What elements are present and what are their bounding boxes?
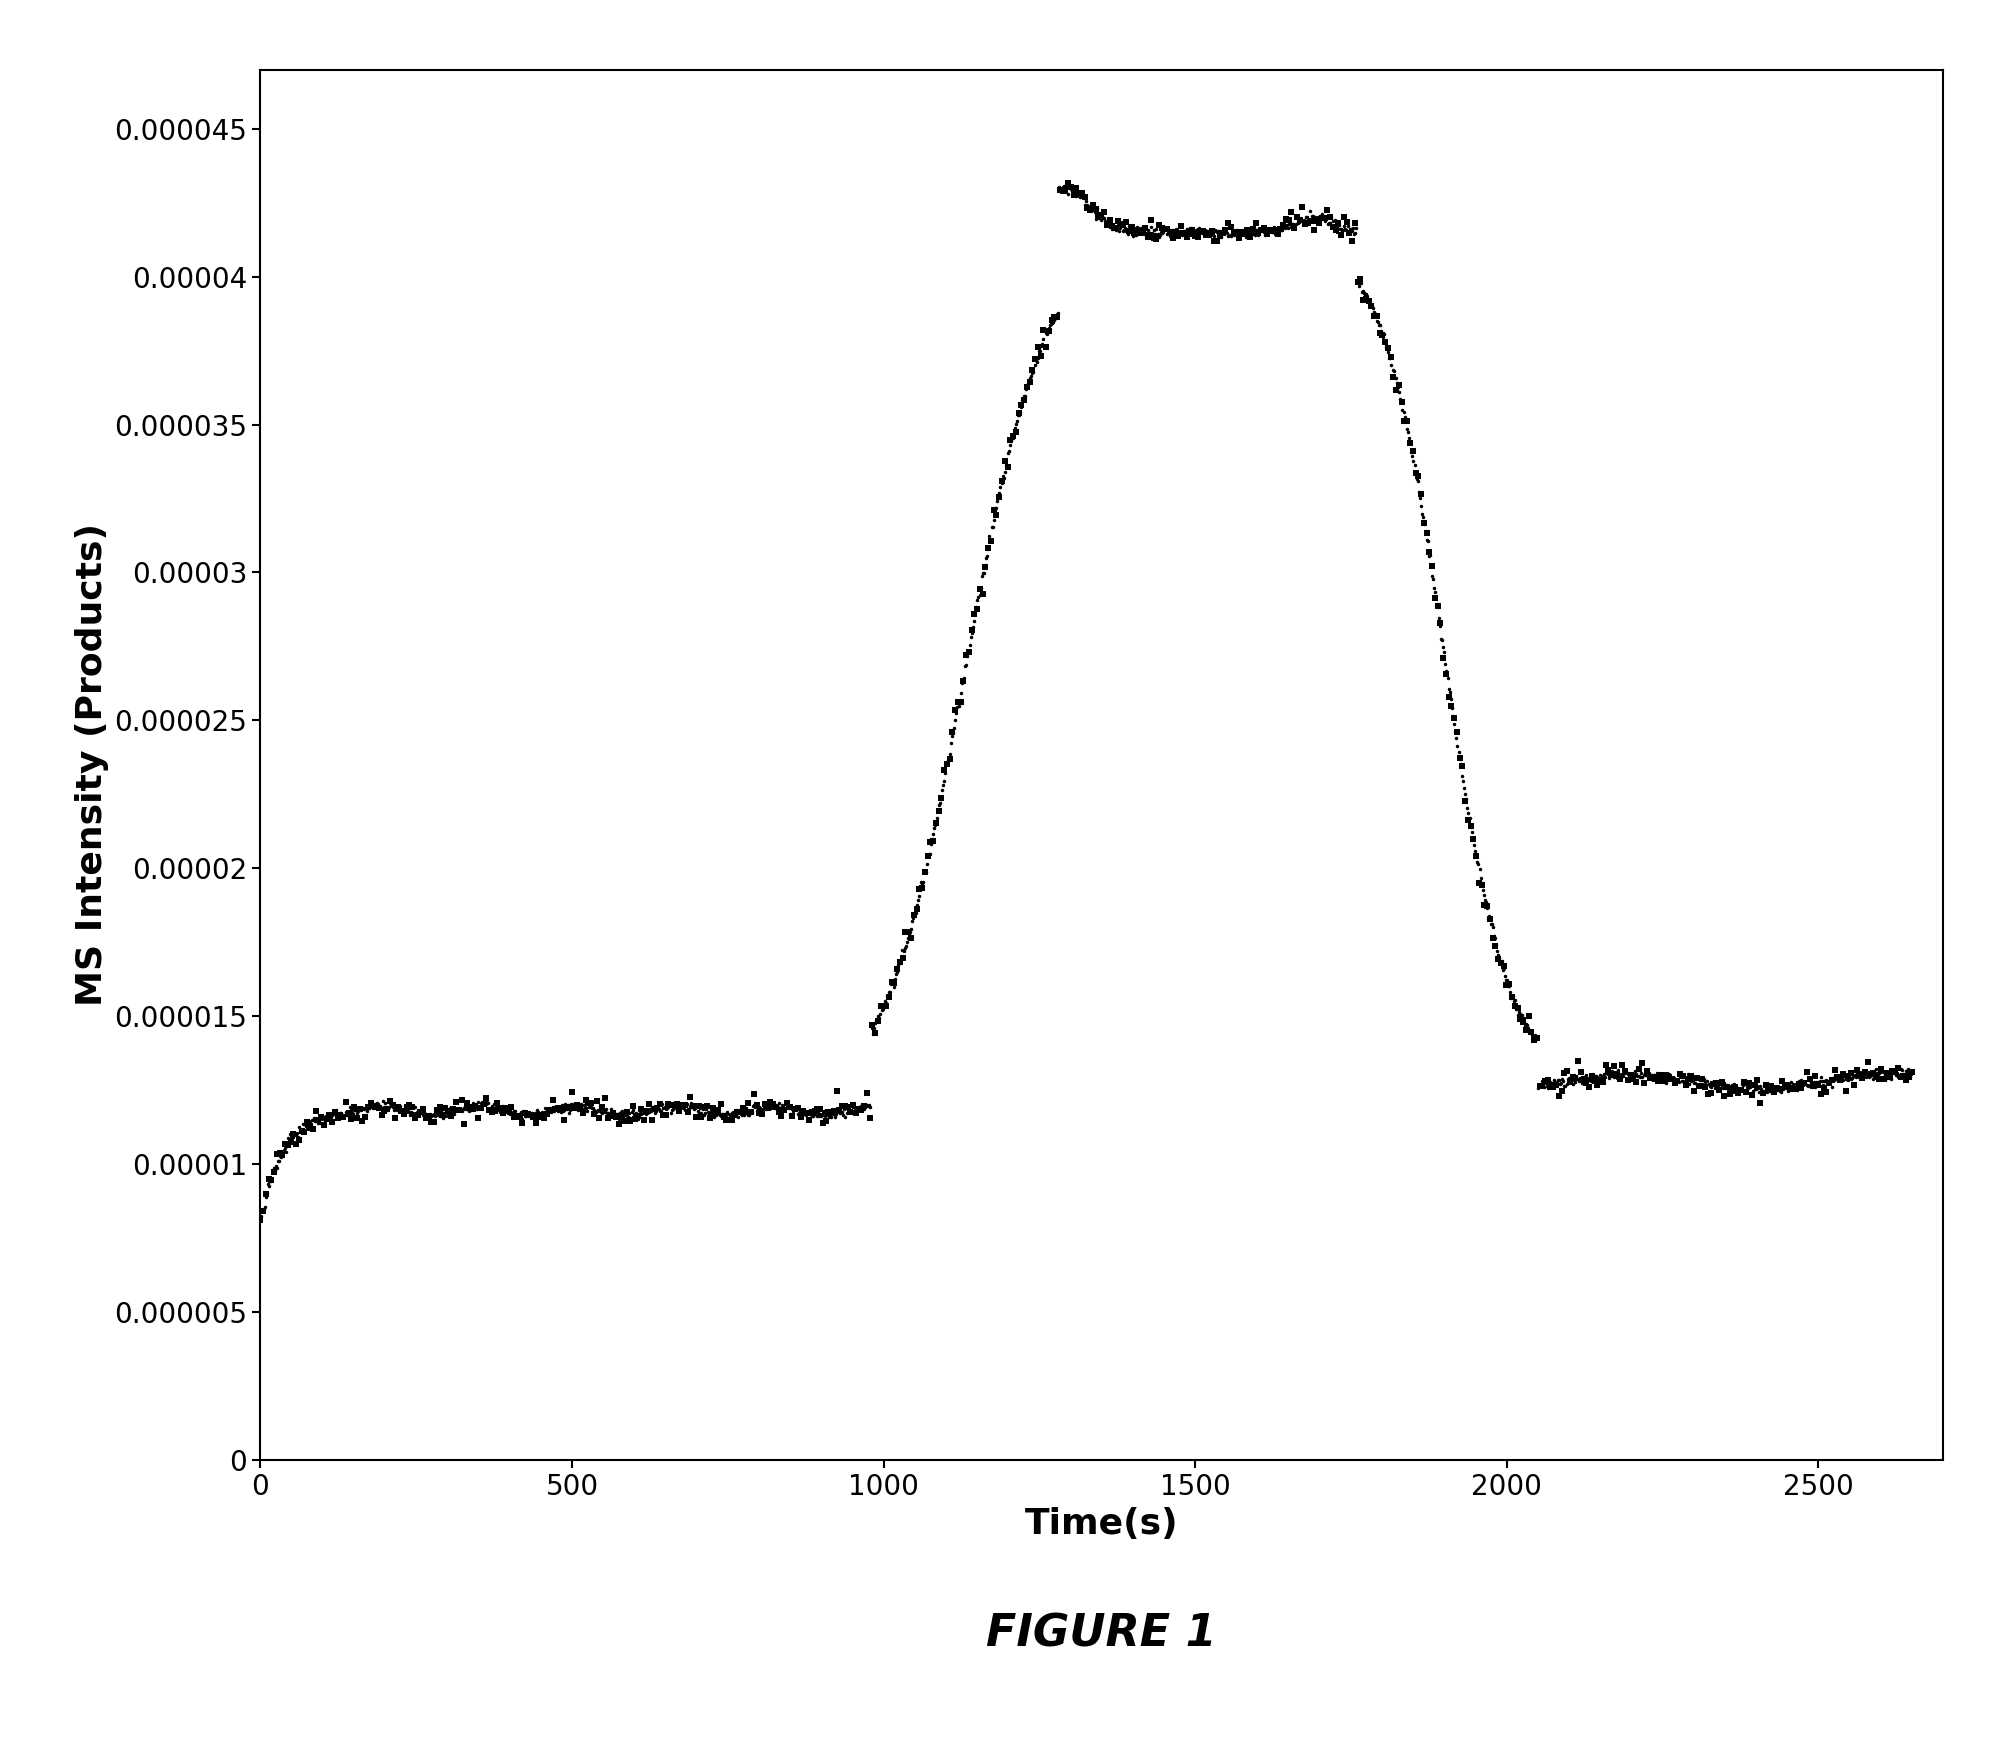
Y-axis label: MS Intensity (Products): MS Intensity (Products) bbox=[74, 523, 108, 1006]
X-axis label: Time(s): Time(s) bbox=[1026, 1507, 1178, 1540]
Text: FIGURE 1: FIGURE 1 bbox=[985, 1613, 1218, 1655]
